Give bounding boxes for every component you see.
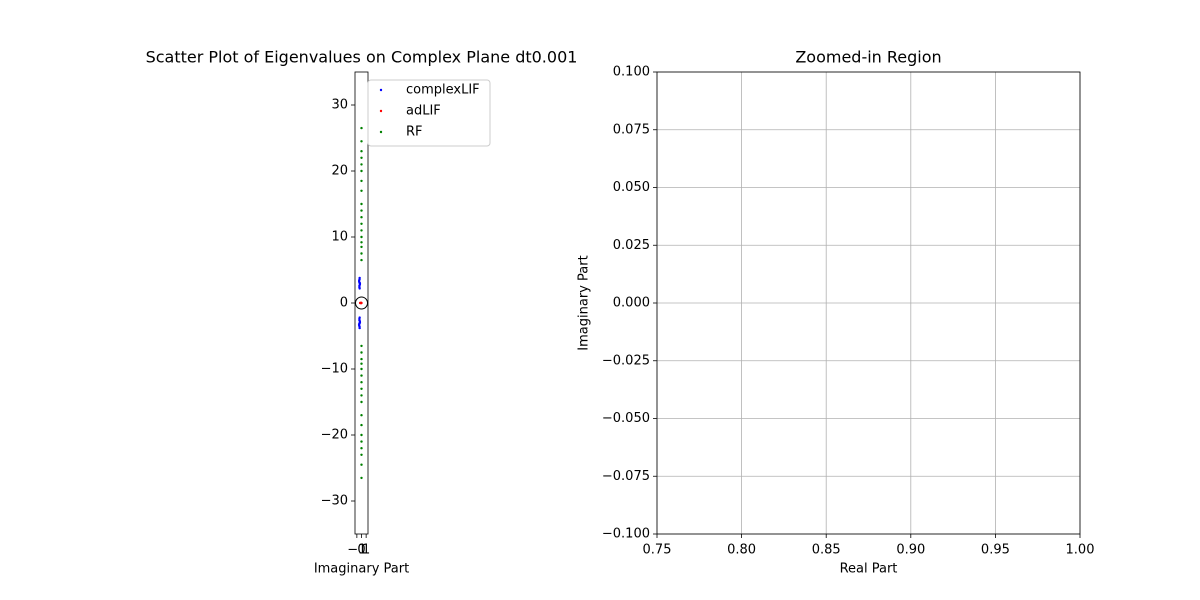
point	[360, 216, 363, 219]
legend-label: adLIF	[406, 104, 441, 119]
point	[358, 282, 361, 285]
point	[360, 381, 363, 384]
point	[360, 400, 363, 404]
x-tick-label: 0.75	[643, 543, 672, 558]
y-tick-label: −0.050	[602, 411, 650, 426]
legend-marker	[379, 109, 383, 113]
legend-label: complexLIF	[406, 83, 480, 98]
axes-frame	[354, 71, 369, 535]
point	[360, 150, 363, 153]
y-tick-label: 0.000	[613, 296, 650, 311]
point	[360, 301, 363, 305]
y-tick-label: 20	[331, 164, 348, 179]
point	[360, 357, 363, 361]
point	[360, 235, 363, 239]
point	[358, 285, 361, 289]
x-tick-label: 0.90	[896, 543, 925, 558]
y-tick-label: 0	[340, 296, 348, 311]
point	[360, 344, 363, 348]
x-tick-label: 0.85	[812, 543, 841, 558]
legend-label: RF	[406, 125, 423, 140]
x-tick-label: 1.00	[1066, 543, 1095, 558]
point	[360, 179, 363, 183]
x-axis-label: Real Part	[840, 562, 898, 577]
point	[360, 156, 363, 159]
y-tick-label: −20	[321, 428, 348, 443]
point	[360, 222, 363, 225]
point	[360, 163, 363, 166]
legend-frame	[367, 79, 491, 147]
point	[360, 374, 363, 377]
y-tick-label: 0.025	[613, 238, 650, 253]
point	[360, 394, 363, 397]
x-tick-label: 0.95	[981, 543, 1010, 558]
y-tick-label: −30	[321, 494, 348, 509]
y-tick-label: 30	[331, 98, 348, 113]
axes-title: Scatter Plot of Eigenvalues on Complex P…	[146, 48, 578, 67]
point	[360, 140, 363, 143]
point	[360, 169, 363, 173]
point	[360, 252, 363, 255]
y-tick-label: 0.075	[613, 122, 650, 137]
x-tick-label: 0.80	[727, 543, 756, 558]
y-tick-label: 0.100	[613, 65, 650, 80]
point	[360, 447, 363, 450]
point	[360, 367, 363, 371]
point	[358, 317, 361, 321]
point	[360, 202, 363, 206]
point	[360, 258, 363, 262]
point	[360, 229, 363, 232]
x-tick-label: 0	[357, 543, 365, 558]
y-tick-label: −0.025	[602, 353, 650, 368]
point	[360, 245, 363, 249]
point	[360, 414, 363, 417]
point	[358, 278, 361, 281]
point	[360, 189, 363, 192]
point	[360, 476, 363, 480]
point	[358, 325, 361, 328]
point	[360, 126, 363, 130]
x-tick-label: −1	[347, 543, 366, 558]
point	[360, 351, 363, 354]
point	[360, 463, 363, 466]
point	[360, 362, 363, 365]
y-tick-label: −0.100	[602, 527, 650, 542]
legend-marker	[379, 130, 383, 134]
x-tick-label: 1	[362, 543, 370, 558]
point	[358, 321, 361, 324]
point	[360, 453, 363, 456]
point	[360, 423, 363, 427]
unit-circle	[355, 296, 368, 310]
axes-title: Zoomed-in Region	[795, 48, 941, 67]
point	[360, 387, 363, 390]
legend-marker	[379, 88, 383, 92]
legend: complexLIF adLIF RF	[367, 79, 491, 147]
y-tick-label: −10	[321, 362, 348, 377]
point	[360, 241, 363, 244]
y-axis-label: Imaginary Part	[577, 255, 592, 350]
point	[360, 433, 363, 437]
x-axis-label: Imaginary Part	[314, 562, 409, 577]
y-tick-label: 10	[331, 230, 348, 245]
y-tick-label: 0.050	[613, 180, 650, 195]
point	[360, 440, 363, 443]
y-tick-label: −0.075	[602, 469, 650, 484]
point	[360, 209, 363, 212]
axes-frame	[656, 71, 1081, 535]
